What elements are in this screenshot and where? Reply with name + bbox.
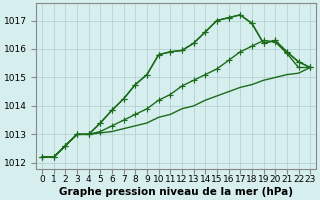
X-axis label: Graphe pression niveau de la mer (hPa): Graphe pression niveau de la mer (hPa) [59, 187, 293, 197]
